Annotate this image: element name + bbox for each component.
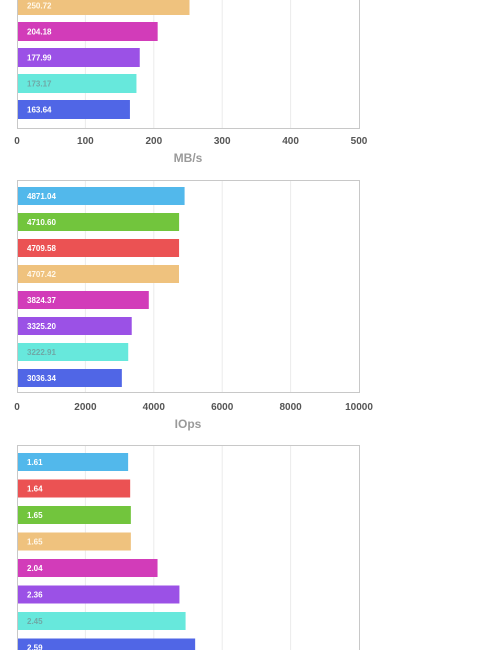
bar-value-label: 3036.34 [27,374,56,383]
bar-value-label: 2.45 [27,617,43,626]
bar [18,479,131,498]
x-tick-label: 10000 [345,402,373,413]
chart-panel-2: 4871.04 4710.60 4709.58 4707.42 3824.37 3325.… [14,180,373,431]
bar-value-label: 1.64 [27,485,43,494]
bar [18,343,129,361]
plot-frame [17,0,360,129]
bar [18,317,132,335]
bar-value-label: 2.36 [27,591,43,600]
x-tick-label: 6000 [211,402,234,413]
bar [18,239,180,257]
bar [18,369,122,387]
bar-value-label: 4707.42 [27,270,56,279]
chart-panel-3: 1.61 1.64 1.65 1.65 2.04 2.36 2.45 2.59 [17,445,360,650]
x-axis-title: MB/s [174,151,203,165]
bar-value-label: 163.64 [27,106,52,115]
bar [18,532,131,551]
x-tick-label: 200 [145,136,162,147]
bar [18,22,158,41]
bar-value-label: 4871.04 [27,192,56,201]
bar-value-label: 3222.91 [27,348,56,357]
x-tick-label: 8000 [279,402,302,413]
bar [18,265,179,283]
plot-frame [17,180,360,393]
chart-panel-1: 250.72 204.18 177.99 173.17 163.64 0 100 200 300… [14,0,368,165]
bar-value-label: 3824.37 [27,296,56,305]
bar-value-label: 250.72 [27,2,52,11]
bar-value-label: 1.61 [27,458,43,467]
bar [18,74,137,93]
bar [18,48,140,67]
bar [18,638,196,650]
bar [18,291,149,309]
bar-value-label: 3325.20 [27,322,56,331]
bar-value-label: 4710.60 [27,218,56,227]
bar [18,506,131,524]
x-tick-label: 400 [282,136,299,147]
plot-frame [17,445,360,650]
x-tick-label: 2000 [74,402,97,413]
bar [18,453,129,471]
x-axis-title: IOps [175,417,202,431]
bar-value-label: 4709.58 [27,244,56,253]
bar-value-label: 1.65 [27,511,43,520]
x-tick-label: 500 [351,136,368,147]
bar-value-label: 204.18 [27,28,52,37]
bar [18,0,190,15]
bar-value-label: 1.65 [27,538,43,547]
x-tick-label: 0 [14,136,20,147]
x-tick-label: 4000 [143,402,166,413]
bar [18,559,158,577]
bar [18,585,180,604]
bar [18,187,185,205]
bar-value-label: 177.99 [27,54,52,63]
x-tick-label: 100 [77,136,94,147]
bar [18,612,186,630]
bar-value-label: 2.04 [27,564,43,573]
bar [18,100,130,119]
x-tick-label: 0 [14,402,20,413]
bar-value-label: 2.59 [27,644,43,650]
x-tick-label: 300 [214,136,231,147]
bar [18,213,180,231]
bar-value-label: 173.17 [27,80,52,89]
